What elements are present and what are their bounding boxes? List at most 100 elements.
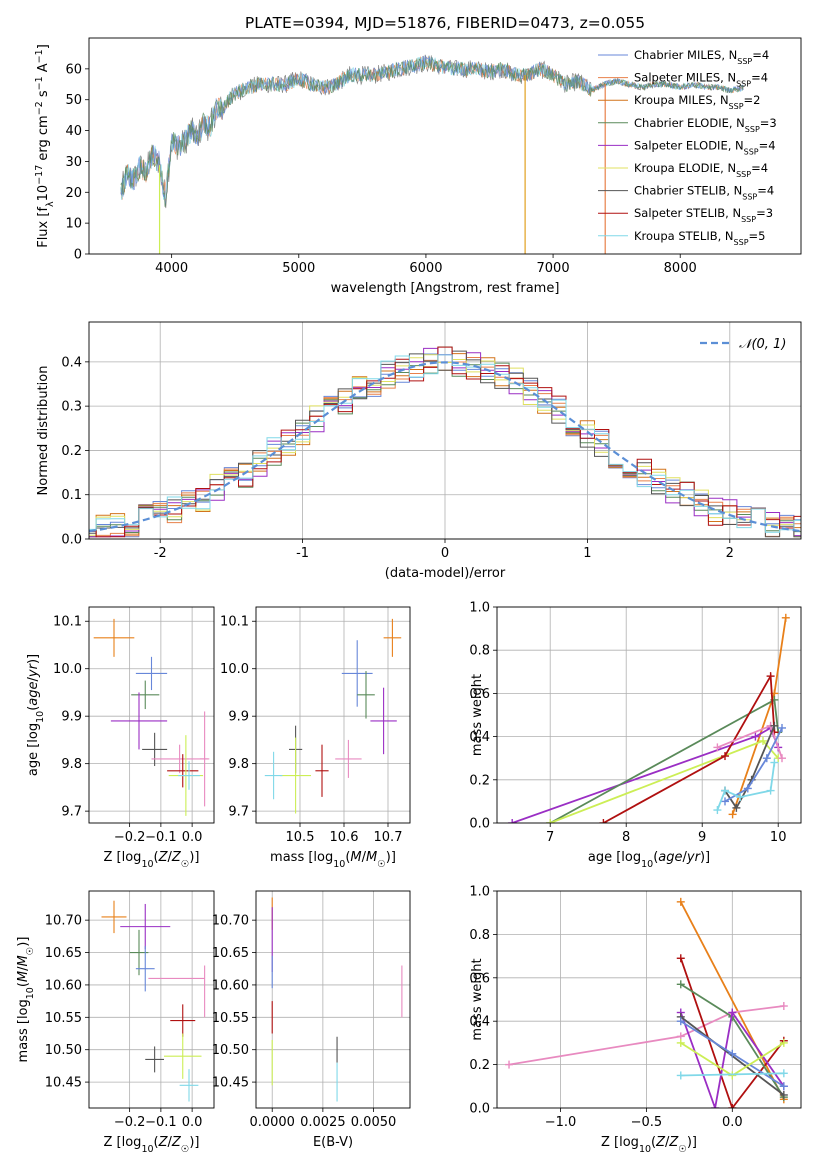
y-tick-label: 0.3: [61, 400, 82, 415]
x-tick-label: 0.0025: [300, 1115, 346, 1130]
label-part: )]: [16, 937, 31, 947]
y-tick-label: 10.60: [212, 978, 249, 993]
x-axis-label: (data-model)/error: [385, 566, 506, 581]
x-tick-label: 7: [546, 830, 554, 845]
data-layer-7: [505, 897, 788, 1108]
label-part: Z [log: [104, 850, 142, 865]
y-tick-label: 10.1: [53, 615, 82, 630]
x-tick-label: 0: [441, 546, 449, 561]
label-part: 10: [639, 1144, 651, 1155]
mass-weight-marker: [762, 754, 771, 763]
label-part: λ: [45, 201, 56, 207]
legend-sub: SSP: [729, 102, 744, 111]
error-bar-point: [120, 903, 171, 950]
data-layer-2: [93, 618, 210, 816]
y-tick-label: 10.0: [53, 662, 82, 677]
label-part: M: [350, 850, 361, 865]
label-part: age [log: [26, 723, 41, 776]
label-part: )]: [386, 850, 396, 865]
error-bar-point: [335, 739, 362, 778]
data-layer-0: [120, 54, 744, 254]
label-part: ☉: [181, 1144, 190, 1155]
label-part: /: [683, 850, 688, 865]
mass-weight-series: [680, 1072, 784, 1077]
axes-frame: [88, 890, 215, 1109]
mass-weight-marker: [728, 1049, 737, 1058]
legend-text: =3: [760, 116, 777, 130]
label-part: 10: [641, 859, 653, 870]
y-tick-label: 0.2: [469, 1058, 490, 1073]
y-axis-label: mass weight: [470, 674, 485, 756]
label-part: mass weight: [470, 674, 485, 756]
x-tick-label: −1.0: [545, 1115, 577, 1130]
y-tick-label: 60: [65, 62, 82, 77]
y-tick-label: 0.0: [469, 817, 490, 832]
y-tick-label: 9.7: [228, 805, 249, 820]
y-tick-label: 0.4: [469, 1015, 490, 1030]
y-tick-label: 20: [65, 186, 82, 201]
label-part: )]: [700, 850, 710, 865]
x-tick-label: 7000: [537, 261, 570, 276]
label-part: (: [16, 982, 31, 987]
legend-text: Kroupa ELODIE, N: [634, 161, 736, 175]
legend-sub: SSP: [742, 192, 757, 201]
x-tick-label: 4000: [155, 261, 188, 276]
histogram-salpeter-stelib: [89, 346, 801, 538]
error-bar-point: [101, 900, 127, 934]
label-part: Z: [655, 1135, 666, 1150]
axes-frame: [88, 37, 802, 255]
legend-sub: SSP: [736, 79, 751, 88]
mass-weight-marker: [779, 1002, 788, 1011]
y-tick-label: 0.8: [469, 644, 490, 659]
y-tick-label: 10.70: [45, 914, 82, 929]
mass-weight-marker: [770, 721, 779, 730]
y-tick-label: 9.7: [61, 805, 82, 820]
data-layer-3: [264, 618, 402, 814]
x-tick-label: -2: [154, 546, 167, 561]
x-tick-label: 2: [726, 546, 734, 561]
label-part: age: [658, 850, 682, 865]
label-part: 10: [35, 711, 46, 723]
legend-text: Salpeter ELODIE, N: [634, 138, 744, 152]
legend-text: Chabrier STELIB, N: [634, 184, 742, 198]
label-part: −1: [34, 76, 45, 90]
x-tick-label: 0.0: [182, 1115, 203, 1130]
label-part: Z: [158, 850, 169, 865]
error-bar-point: [179, 1069, 199, 1102]
y-tick-label: 0.4: [469, 730, 490, 745]
x-tick-label: 1: [583, 546, 591, 561]
x-axis-label: Z [log10(Z/Z☉)]: [104, 1135, 200, 1155]
legend-entry: Salpeter STELIB, NSSP=3: [634, 206, 773, 224]
spectrum-series: [120, 55, 744, 206]
legend-text: =4: [759, 138, 776, 152]
label-part: Flux [f: [36, 207, 51, 248]
label-part: /: [26, 676, 41, 681]
mass-weight-marker: [778, 723, 786, 732]
error-bar-point: [170, 1004, 196, 1037]
mass-weight-marker: [546, 819, 555, 823]
label-part: ☉: [181, 859, 190, 870]
label-part: erg cm: [36, 115, 51, 164]
label-part: /: [665, 1135, 670, 1150]
axes-frame: [255, 606, 411, 824]
x-tick-label: 5000: [282, 261, 315, 276]
label-part: −17: [34, 165, 45, 185]
x-tick-label: 0.0: [722, 1115, 743, 1130]
axes-frame: [496, 606, 802, 824]
mass-weight-series: [724, 725, 776, 810]
x-tick-label: -1: [296, 546, 309, 561]
x-tick-label: 0.0: [182, 830, 203, 845]
label-part: wavelength [Angstrom, rest frame]: [331, 281, 560, 296]
label-part: ]: [36, 44, 51, 49]
x-axis-label: E(B-V): [313, 1135, 353, 1150]
legend-sub: SSP: [741, 215, 756, 224]
label-part: Z: [668, 1135, 679, 1150]
label-part: mass [log: [270, 850, 333, 865]
label-part: (: [651, 1135, 656, 1150]
x-tick-label: 0.0000: [249, 1115, 295, 1130]
mass-weight-marker: [728, 1104, 737, 1108]
error-bar-point: [280, 737, 311, 814]
y-tick-label: 0.0: [469, 1102, 490, 1117]
legend-entry: Chabrier STELIB, NSSP=4: [634, 184, 774, 202]
y-tick-label: 10.1: [220, 615, 249, 630]
